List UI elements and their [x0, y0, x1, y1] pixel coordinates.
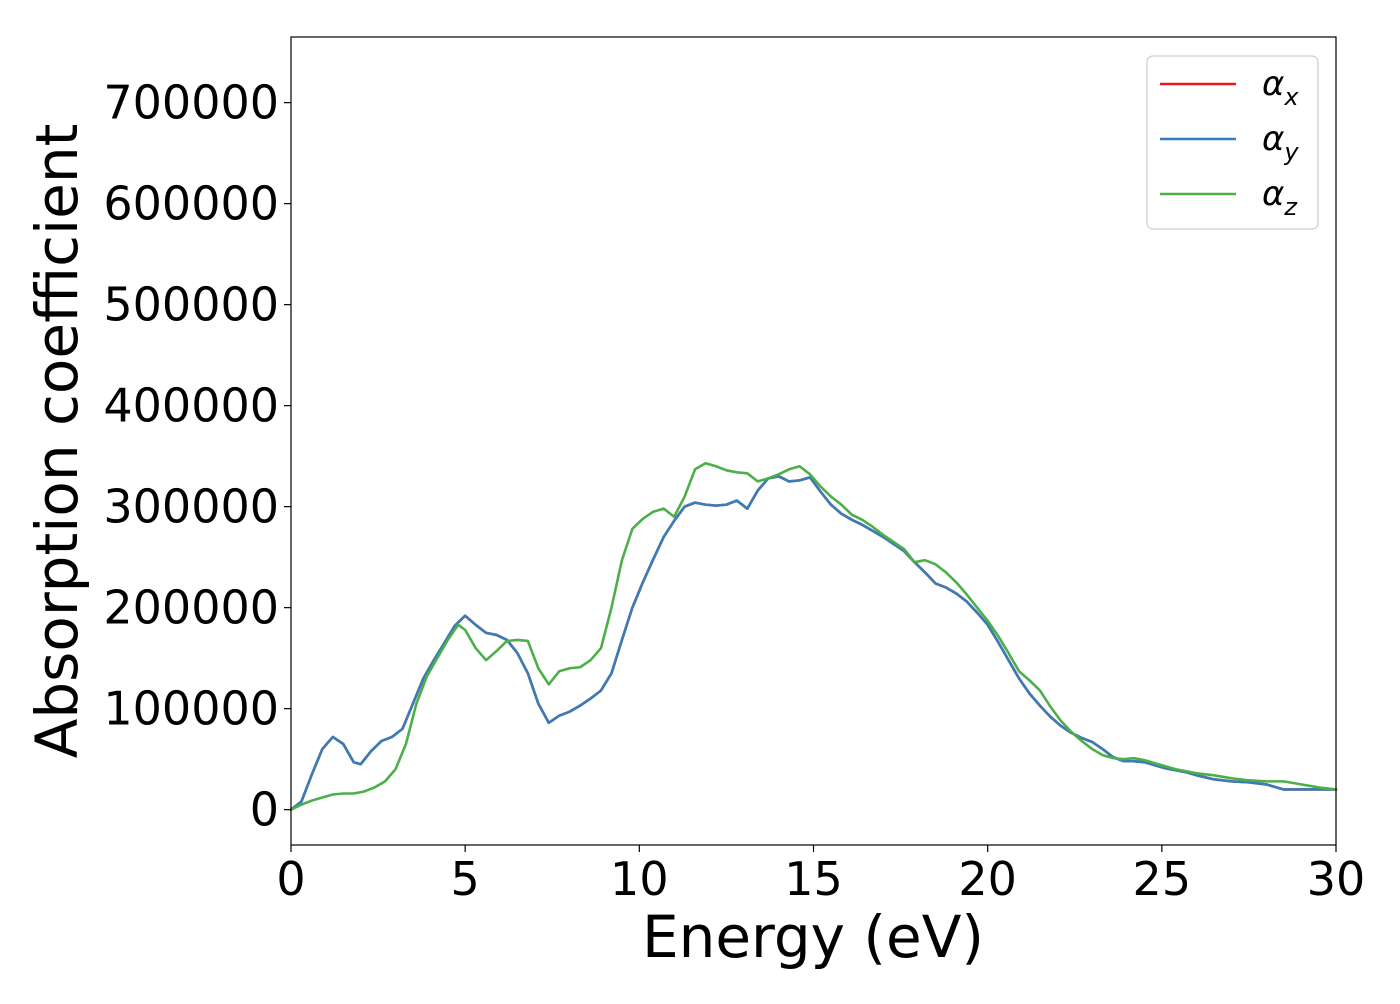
- x-tick-label: 0: [276, 852, 305, 906]
- y-tick-label: 400000: [103, 379, 279, 433]
- series-line-alpha-z: [289, 461, 1338, 811]
- y-tick-label: 500000: [103, 278, 279, 332]
- y-tick-label: 100000: [103, 682, 279, 736]
- legend-box: [1146, 55, 1319, 230]
- y-tick-label: 0: [250, 783, 279, 837]
- x-axis-ticks: 0 5 10 15 20 25 30: [276, 845, 1365, 906]
- x-tick-label: 30: [1307, 852, 1366, 906]
- x-tick-label: 20: [958, 852, 1017, 906]
- x-axis-label: Energy (eV): [642, 903, 984, 971]
- x-tick-label: 25: [1133, 852, 1192, 906]
- y-tick-label: 700000: [103, 76, 279, 130]
- y-tick-label: 300000: [103, 480, 279, 534]
- x-tick-label: 15: [784, 852, 843, 906]
- y-tick-label: 600000: [103, 177, 279, 231]
- series-layer: [289, 461, 1338, 811]
- x-tick-label: 5: [451, 852, 480, 906]
- x-tick-label: 10: [610, 852, 669, 906]
- y-tick-label: 200000: [103, 581, 279, 635]
- y-axis-label: Absorption coefficient: [23, 124, 91, 759]
- y-axis-ticks: 0 100000 200000 300000 400000 500000 600000 700…: [103, 76, 291, 837]
